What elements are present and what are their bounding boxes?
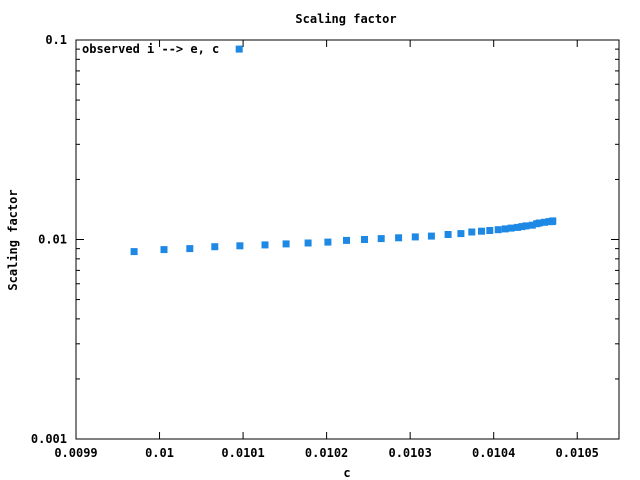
data-point bbox=[468, 228, 476, 236]
data-point bbox=[444, 231, 452, 238]
data-point bbox=[160, 246, 168, 254]
data-point bbox=[236, 242, 244, 250]
data-point bbox=[361, 236, 368, 243]
chart-title: Scaling factor bbox=[295, 12, 396, 26]
x-tick-label: 0.0105 bbox=[556, 446, 599, 460]
y-axis-label: Scaling factor bbox=[6, 189, 20, 290]
data-point bbox=[522, 222, 530, 230]
data-point bbox=[427, 232, 435, 240]
axis-ticks: 0.0099 0.01 0.0101 0.0102 0.0103 0.0104 0.0105… bbox=[31, 33, 619, 460]
data-point bbox=[377, 235, 385, 243]
legend-annotation: observed i --> e, c bbox=[82, 42, 219, 56]
data-point bbox=[457, 230, 465, 238]
data-point bbox=[514, 223, 521, 231]
x-axis-label: c bbox=[343, 466, 350, 480]
x-tick-label: 0.0104 bbox=[472, 446, 515, 460]
data-point bbox=[395, 234, 403, 242]
data-point bbox=[541, 218, 548, 226]
data-point bbox=[211, 243, 219, 251]
data-points bbox=[130, 45, 557, 256]
data-point bbox=[535, 219, 543, 227]
data-point bbox=[494, 226, 502, 234]
data-point bbox=[486, 227, 494, 234]
data-point bbox=[304, 239, 312, 247]
data-point bbox=[282, 240, 290, 248]
data-point bbox=[186, 245, 194, 253]
data-point bbox=[324, 238, 332, 246]
y-tick-label: 0.1 bbox=[45, 33, 67, 47]
x-tick-label: 0.0099 bbox=[54, 446, 97, 460]
data-point bbox=[501, 225, 509, 233]
x-tick-label: 0.0102 bbox=[305, 446, 348, 460]
x-tick-label: 0.0101 bbox=[221, 446, 264, 460]
y-tick-label: 0.01 bbox=[38, 233, 67, 247]
data-point bbox=[549, 217, 557, 225]
data-point bbox=[478, 227, 485, 235]
y-tick-label: 0.001 bbox=[31, 432, 67, 446]
data-point bbox=[518, 223, 526, 231]
data-point bbox=[235, 45, 243, 53]
x-tick-label: 0.01 bbox=[145, 446, 174, 460]
x-tick-label: 0.0103 bbox=[388, 446, 431, 460]
data-point bbox=[411, 233, 419, 241]
data-point bbox=[130, 248, 138, 256]
data-point bbox=[261, 241, 269, 249]
data-point bbox=[528, 221, 536, 229]
data-point bbox=[343, 236, 350, 244]
data-point bbox=[507, 224, 515, 232]
